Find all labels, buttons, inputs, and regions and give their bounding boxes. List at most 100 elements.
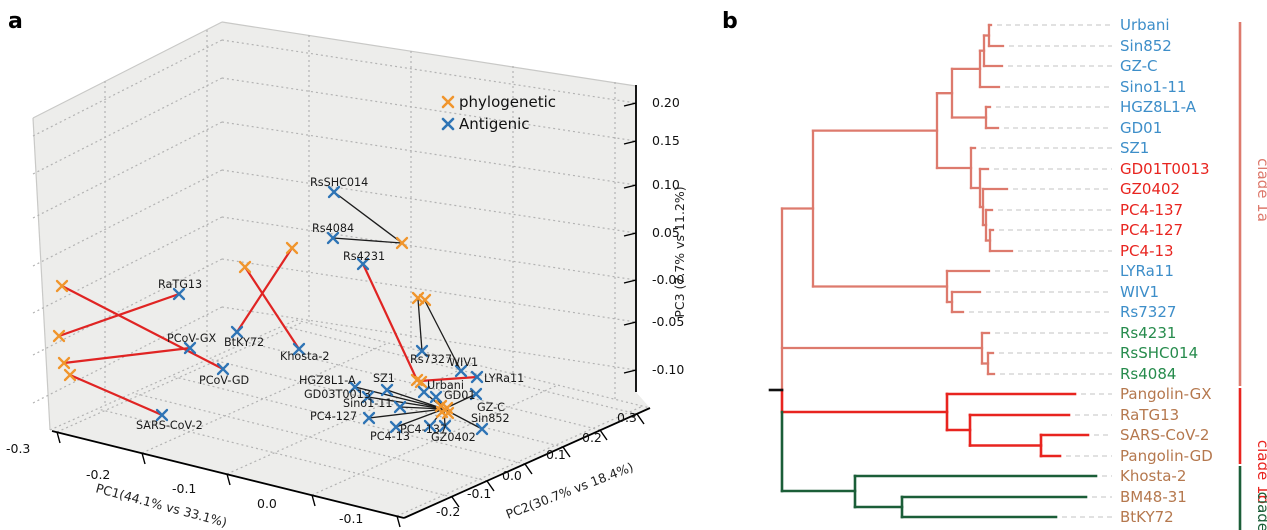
axis-tick-pc1 — [311, 494, 316, 507]
axis-tick-pc3 — [623, 184, 637, 189]
strain-label-rsshc014: RsSHC014 — [310, 176, 368, 189]
antigenic-marker-sino1-11 — [393, 400, 407, 414]
strain-label-wiv1: WIV1 — [449, 356, 478, 369]
strain-label-pc4-13: PC4-13 — [370, 430, 410, 443]
leaf-label-lyra11: LYRa11 — [1120, 262, 1174, 280]
axis-tick-label-pc3: 0.05 — [652, 225, 680, 240]
panel-b: Urbani Sin852 GZ-C Sino1-11 HGZ8L1-A GD01 SZ1 G… — [722, 9, 1267, 530]
pc1-axis-title: PC1(44.1% vs 33.1%) — [94, 480, 229, 529]
strain-label-rs4231: Rs4231 — [343, 250, 385, 263]
antigenic-marker-sars-cov-2 — [155, 408, 169, 422]
legend-label: Antigenic — [459, 115, 530, 133]
antigenic-marker-gd03t0013 — [361, 390, 375, 404]
plot-box-edge — [221, 21, 637, 87]
antigenic-marker-gd01 — [429, 390, 443, 404]
antigenic-marker-ratg13 — [172, 287, 186, 301]
antigenic-marker-btky72 — [230, 325, 244, 339]
leaf-label-urbani: Urbani — [1120, 16, 1170, 34]
grid-line — [295, 319, 651, 409]
axis-tick-label-pc3: 0.20 — [652, 95, 680, 110]
plot-box-edge — [32, 21, 223, 119]
leaf-label-rs4231: Rs4231 — [1120, 324, 1176, 342]
phylo-marker — [414, 375, 428, 389]
clade-label-clade-1b: clade 1b — [1254, 440, 1267, 504]
leaf-label-pc4-13: PC4-13 — [1120, 242, 1174, 260]
leaf-label-gz0402: GZ0402 — [1120, 180, 1180, 198]
leaf-label-sin852: Sin852 — [1120, 37, 1172, 55]
pair-lines — [58, 191, 483, 430]
grid-line — [97, 408, 453, 498]
axis-tick-pc2 — [486, 480, 495, 492]
antigenic-marker-khosta-2 — [292, 342, 306, 356]
legend: phylogenetic Antigenic — [441, 93, 556, 133]
axis-line-pc2 — [403, 407, 651, 519]
strain-label-sars-cov-2: SARS-CoV-2 — [136, 419, 203, 432]
leaf-label-rs7327: Rs7327 — [1120, 303, 1176, 321]
axis-tick-label-pc1: -0.1 — [172, 481, 196, 496]
axis-tick-pc1 — [226, 473, 231, 486]
grid-line — [32, 216, 223, 314]
strain-label-rs7327: Rs7327 — [410, 353, 452, 366]
plot-box-face — [33, 22, 650, 518]
strain-label-pc4-127: PC4-127 — [310, 410, 357, 423]
axis-tick-pc3 — [623, 232, 637, 237]
legend-label: phylogenetic — [459, 93, 556, 111]
plot-box — [32, 21, 650, 518]
antigenic-marker-pcov-gd — [216, 362, 230, 376]
phylo-marker — [411, 291, 425, 305]
axis-tick-pc3 — [623, 369, 637, 374]
antigenic-marker-hgz8l1-a — [348, 380, 362, 394]
axis-tick-pc1 — [396, 515, 401, 528]
axes: -0.3 -0.2 -0.1 0.0 -0.1 -0.2 -0.1 0.0 0.1 0.2 0.3 0… — [6, 85, 684, 528]
phylo-marker — [63, 368, 77, 382]
strain-label-pcov-gx: PCoV-GX — [167, 332, 217, 345]
strain-label-pc4-137: PC4-137 — [400, 423, 447, 436]
pc2-axis-title: PC2(30.7% vs 18.4%) — [504, 459, 636, 521]
grid-line — [32, 39, 223, 137]
antigenic-marker-lyra11 — [470, 370, 484, 384]
antigenic-marker-rs4084 — [326, 231, 340, 245]
pair-line-rsshc014 — [333, 191, 403, 244]
strain-label-sin852: Sin852 — [471, 412, 510, 425]
grid-line — [132, 392, 488, 482]
axis-tick-label-pc3: -0.10 — [652, 362, 684, 377]
antigenic-marker-rs4231 — [356, 257, 370, 271]
leaf-label-ratg13: RaTG13 — [1120, 406, 1179, 424]
leaf-label-pangolin-gx: Pangolin-GX — [1120, 385, 1211, 403]
leaf-label-sino1-11: Sino1-11 — [1120, 78, 1186, 96]
leaf-label-khosta-2: Khosta-2 — [1120, 467, 1186, 485]
axis-tick-label-pc1: -0.3 — [6, 441, 30, 456]
axis-tick-label-pc2: -0.1 — [467, 486, 491, 501]
strain-label-khosta-2: Khosta-2 — [280, 350, 330, 363]
grid-line — [245, 341, 601, 431]
strain-label-btky72: BtKY72 — [224, 336, 264, 349]
leaf-label-sz1: SZ1 — [1120, 139, 1149, 157]
axis-tick-pc2 — [451, 496, 460, 508]
antigenic-marker-gz-c — [469, 387, 483, 401]
panel-a-letter: a — [8, 9, 23, 34]
pair-line-pc4-127 — [368, 408, 445, 419]
strain-label-gz0402: GZ0402 — [431, 431, 476, 444]
pair-line-sz1 — [386, 389, 445, 410]
leaf-label-hgz8l1-a: HGZ8L1-A — [1120, 98, 1197, 116]
phylo-marker — [441, 406, 455, 420]
leaf-leader-lines — [969, 24, 1112, 518]
phylo-marker — [238, 260, 252, 274]
phylo-marker — [57, 356, 71, 370]
grid-line — [170, 375, 526, 465]
axis-tick-pc2 — [599, 429, 608, 441]
leaf-label-gd01t0013: GD01T0013 — [1120, 160, 1210, 178]
tree-branches — [768, 23, 1098, 519]
axis-tick-pc3 — [623, 140, 637, 145]
pair-line-sars-cov-2 — [69, 373, 163, 417]
axis-tick-label-pc2: 0.0 — [502, 468, 522, 483]
strain-label-gd01: GD01 — [444, 389, 476, 402]
axis-tick-label-pc1: 0.0 — [257, 496, 277, 511]
axis-tick-label-pc2: 0.1 — [546, 447, 566, 462]
pair-line-khosta-2 — [244, 266, 300, 350]
axis-tick-pc1 — [141, 452, 146, 465]
axis-tick-pc1 — [56, 431, 61, 444]
pair-line-pcov-gd — [61, 285, 224, 370]
leaf-label-gz-c: GZ-C — [1120, 57, 1158, 75]
